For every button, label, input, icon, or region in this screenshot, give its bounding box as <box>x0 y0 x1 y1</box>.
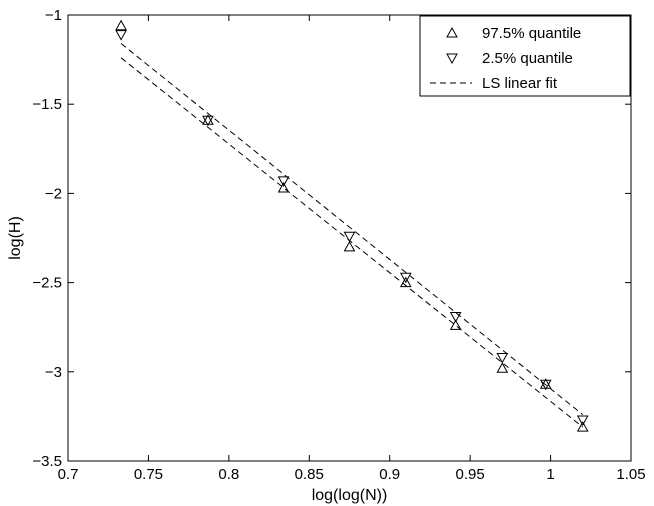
lower-quantile-point <box>343 231 356 243</box>
lower-quantile-point <box>277 176 290 187</box>
y-tick-label: −3 <box>45 364 62 381</box>
x-tick-label: 0.9 <box>379 466 400 483</box>
lower-quantile-point <box>449 311 462 323</box>
y-tick-label: −3.5 <box>32 453 62 470</box>
fit-lines <box>120 43 584 428</box>
lower-quantile-point <box>496 353 509 364</box>
upper-quantile-point <box>343 240 356 252</box>
y-tick-label: −2.5 <box>32 275 62 292</box>
x-tick-label: 0.8 <box>218 466 239 483</box>
x-tick-label: 0.75 <box>134 466 163 483</box>
x-tick-label: 1 <box>546 466 554 483</box>
legend: 97.5% quantile 2.5% quantile LS linear f… <box>419 15 631 97</box>
lower-quantile-point <box>115 30 127 41</box>
x-tick-label: 0.95 <box>456 466 485 483</box>
y-tick-label: −1 <box>45 7 62 24</box>
legend-symbols <box>430 26 472 84</box>
upper-quantile-point <box>399 276 412 288</box>
ls-fit-line <box>120 57 584 428</box>
x-tick-label: 0.7 <box>58 466 79 483</box>
lower-quantile-point <box>576 415 589 426</box>
lower-quantile-point <box>539 379 552 391</box>
lower-quantile-point <box>202 115 214 127</box>
x-tick-label: 1.05 <box>616 466 645 483</box>
y-tick-label: −2 <box>45 185 62 202</box>
upper-quantile-point <box>449 319 462 330</box>
legend-triangle-down-icon <box>446 53 458 65</box>
y-axis-label: log(H) <box>7 216 24 260</box>
legend-triangle-up-icon <box>446 26 458 38</box>
axis-ticks: 0.7 0.75 0.8 0.85 0.9 0.95 1 1.05 −1 −1.5 −2 −2.5 −3… <box>32 7 645 483</box>
x-axis-label: log(log(N)) <box>312 487 388 504</box>
legend-label-lower-quantile: 2.5% quantile <box>482 50 573 67</box>
upper-quantile-point <box>576 421 589 432</box>
lower-quantile-point <box>399 272 412 284</box>
upper-quantile-point <box>115 19 127 31</box>
y-tick-label: −1.5 <box>32 96 62 113</box>
upper-quantile-point <box>277 182 290 193</box>
legend-label-upper-quantile: 97.5% quantile <box>482 25 581 42</box>
legend-label-fit: LS linear fit <box>482 75 558 92</box>
data-markers <box>115 19 589 432</box>
upper-quantile-point <box>496 362 509 373</box>
ls-fit-line <box>120 43 584 416</box>
x-tick-label: 0.85 <box>295 466 324 483</box>
